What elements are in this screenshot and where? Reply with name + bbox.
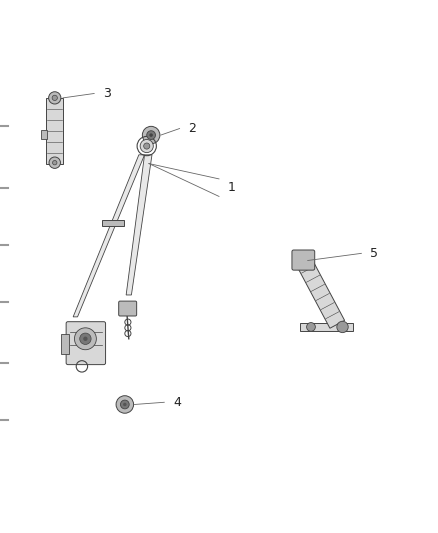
Circle shape: [52, 95, 57, 101]
Circle shape: [120, 400, 129, 409]
Circle shape: [49, 157, 60, 168]
Circle shape: [337, 321, 348, 333]
Bar: [46, 98, 63, 164]
Circle shape: [307, 322, 315, 332]
FancyBboxPatch shape: [292, 250, 315, 270]
Circle shape: [74, 328, 96, 350]
Circle shape: [49, 92, 61, 104]
Circle shape: [144, 143, 150, 149]
FancyBboxPatch shape: [119, 301, 137, 316]
Circle shape: [142, 126, 160, 144]
Polygon shape: [73, 155, 145, 317]
Circle shape: [123, 403, 127, 406]
Polygon shape: [126, 155, 152, 295]
Text: 3: 3: [103, 87, 111, 100]
Circle shape: [80, 333, 91, 344]
Circle shape: [147, 131, 155, 140]
Text: 1: 1: [228, 181, 236, 194]
Circle shape: [140, 140, 153, 152]
FancyBboxPatch shape: [66, 322, 106, 365]
Text: 5: 5: [370, 247, 378, 260]
Polygon shape: [300, 322, 353, 332]
Polygon shape: [296, 256, 345, 328]
Circle shape: [53, 160, 57, 165]
Bar: [61, 334, 69, 354]
Text: 2: 2: [188, 122, 196, 135]
Circle shape: [116, 395, 134, 413]
Bar: [102, 220, 124, 226]
Text: 4: 4: [173, 396, 181, 409]
Bar: [41, 130, 47, 140]
Circle shape: [149, 133, 153, 137]
Circle shape: [83, 336, 88, 341]
